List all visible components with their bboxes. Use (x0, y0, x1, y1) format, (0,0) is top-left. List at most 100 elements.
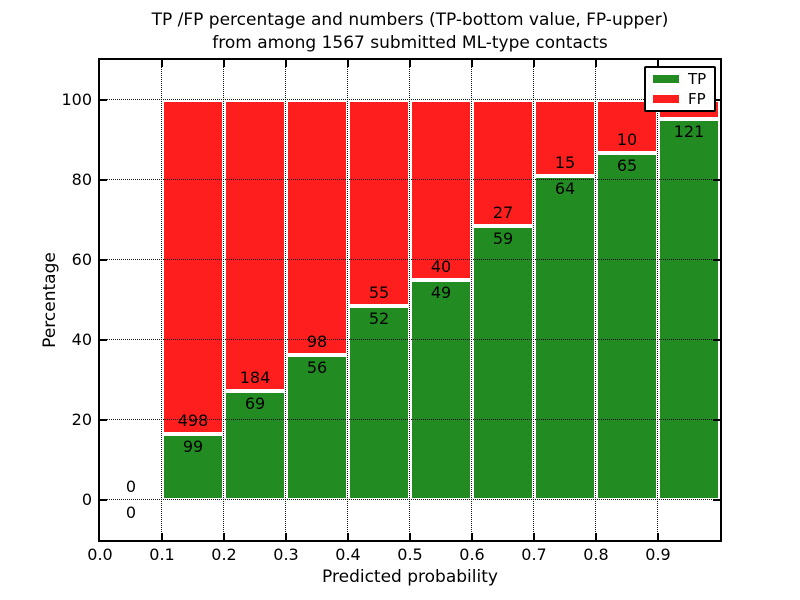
bar-label-tp: 52 (368, 308, 390, 328)
bar-segment-tp (162, 433, 224, 500)
x-tick-mark-top (347, 60, 349, 67)
bar-segment-fp (348, 100, 410, 306)
bar-segment-tp (410, 279, 472, 500)
bar-segment-fp (410, 100, 472, 280)
bar-label-tp: 56 (306, 357, 328, 377)
x-tick-mark-bottom (657, 533, 659, 540)
x-tick-mark-bottom (409, 533, 411, 540)
gridline-horizontal (100, 419, 720, 420)
x-tick-label: 0.6 (459, 545, 485, 564)
gridline-horizontal (100, 99, 720, 100)
y-tick-label: 20 (71, 410, 92, 429)
bar-label-tp: 59 (492, 228, 514, 248)
bar-label-fp: 98 (306, 331, 328, 351)
gridline-vertical (471, 60, 472, 540)
plot-inner: 0049899184699856555240492759156410656121 (100, 60, 720, 540)
x-tick-label: 0.5 (397, 545, 423, 564)
x-tick-mark-bottom (471, 533, 473, 540)
legend-swatch-tp (653, 75, 679, 83)
x-tick-label: 0.4 (335, 545, 361, 564)
gridline-vertical (161, 60, 162, 540)
bar-label-tp: 64 (554, 178, 576, 198)
bar-label-tp: 65 (616, 156, 638, 176)
x-tick-mark-top (595, 60, 597, 67)
bar-label-fp: 0 (125, 477, 137, 496)
gridline-vertical (409, 60, 410, 540)
y-tick-mark-left (100, 99, 107, 101)
x-tick-label: 0.8 (583, 545, 609, 564)
y-tick-label: 60 (71, 250, 92, 269)
bar-segment-tp (534, 175, 596, 500)
bar-segment-tp (224, 390, 286, 500)
y-tick-mark-left (100, 499, 107, 501)
x-tick-label: 0.1 (149, 545, 175, 564)
bar-segment-fp (162, 100, 224, 434)
bar-segment-tp (472, 225, 534, 500)
x-tick-mark-bottom (595, 533, 597, 540)
bar-label-fp: 498 (177, 410, 209, 430)
x-tick-mark-bottom (533, 533, 535, 540)
legend: TP FP (644, 66, 716, 112)
bar-label-fp: 55 (368, 282, 390, 302)
y-tick-mark-left (100, 179, 107, 181)
bar-label-fp: 40 (430, 256, 452, 276)
legend-row: FP (653, 89, 707, 108)
legend-label-fp: FP (688, 89, 706, 108)
y-tick-mark-right (713, 179, 720, 181)
x-tick-mark-bottom (285, 533, 287, 540)
chart-title-line1: TP /FP percentage and numbers (TP-bottom… (151, 10, 669, 30)
y-tick-label: 80 (71, 170, 92, 189)
chart-title-line2: from among 1567 submitted ML-type contac… (212, 33, 608, 53)
x-tick-mark-bottom (223, 533, 225, 540)
y-tick-mark-left (100, 419, 107, 421)
plot-area: 0049899184699856555240492759156410656121… (98, 58, 722, 542)
gridline-vertical (657, 60, 658, 540)
gridline-vertical (595, 60, 596, 540)
x-tick-mark-bottom (347, 533, 349, 540)
bar-segment-fp (286, 100, 348, 355)
gridline-horizontal (100, 339, 720, 340)
x-tick-mark-top (409, 60, 411, 67)
gridline-horizontal (100, 499, 720, 500)
x-tick-label: 0.3 (273, 545, 299, 564)
bar-label-fp: 10 (616, 130, 638, 150)
bar-label-fp: 184 (239, 367, 271, 387)
bar-label-fp: 27 (492, 202, 514, 222)
legend-swatch-fp (653, 95, 679, 103)
gridline-horizontal (100, 179, 720, 180)
legend-label-tp: TP (688, 69, 707, 88)
bar-segment-tp (658, 118, 720, 500)
x-tick-label: 0.7 (521, 545, 547, 564)
x-tick-mark-top (471, 60, 473, 67)
x-tick-mark-bottom (161, 533, 163, 540)
legend-row: TP (653, 69, 707, 88)
bar-label-tp: 49 (430, 282, 452, 302)
gridline-vertical (533, 60, 534, 540)
x-tick-label: 0.9 (645, 545, 671, 564)
y-tick-mark-right (713, 499, 720, 501)
x-axis-label: Predicted probability (322, 567, 498, 587)
x-tick-mark-top (223, 60, 225, 67)
y-tick-mark-right (713, 339, 720, 341)
gridline-vertical (285, 60, 286, 540)
bar-label-tp: 121 (673, 121, 705, 141)
y-tick-mark-right (713, 419, 720, 421)
bar-label-tp: 0 (125, 503, 137, 522)
gridline-horizontal (100, 259, 720, 260)
y-tick-mark-right (713, 259, 720, 261)
bar-label-tp: 99 (182, 436, 204, 456)
x-tick-mark-top (285, 60, 287, 67)
x-tick-label: 0.0 (87, 545, 113, 564)
gridline-vertical (223, 60, 224, 540)
bar-segment-tp (596, 153, 658, 500)
bar-segment-tp (286, 354, 348, 500)
x-tick-mark-top (161, 60, 163, 67)
x-tick-label: 0.2 (211, 545, 237, 564)
y-tick-label: 40 (71, 330, 92, 349)
x-tick-mark-top (533, 60, 535, 67)
bar-label-fp: 15 (554, 152, 576, 172)
y-tick-mark-right (713, 99, 720, 101)
chart-title: TP /FP percentage and numbers (TP-bottom… (100, 9, 720, 55)
bar-segment-fp (224, 100, 286, 391)
